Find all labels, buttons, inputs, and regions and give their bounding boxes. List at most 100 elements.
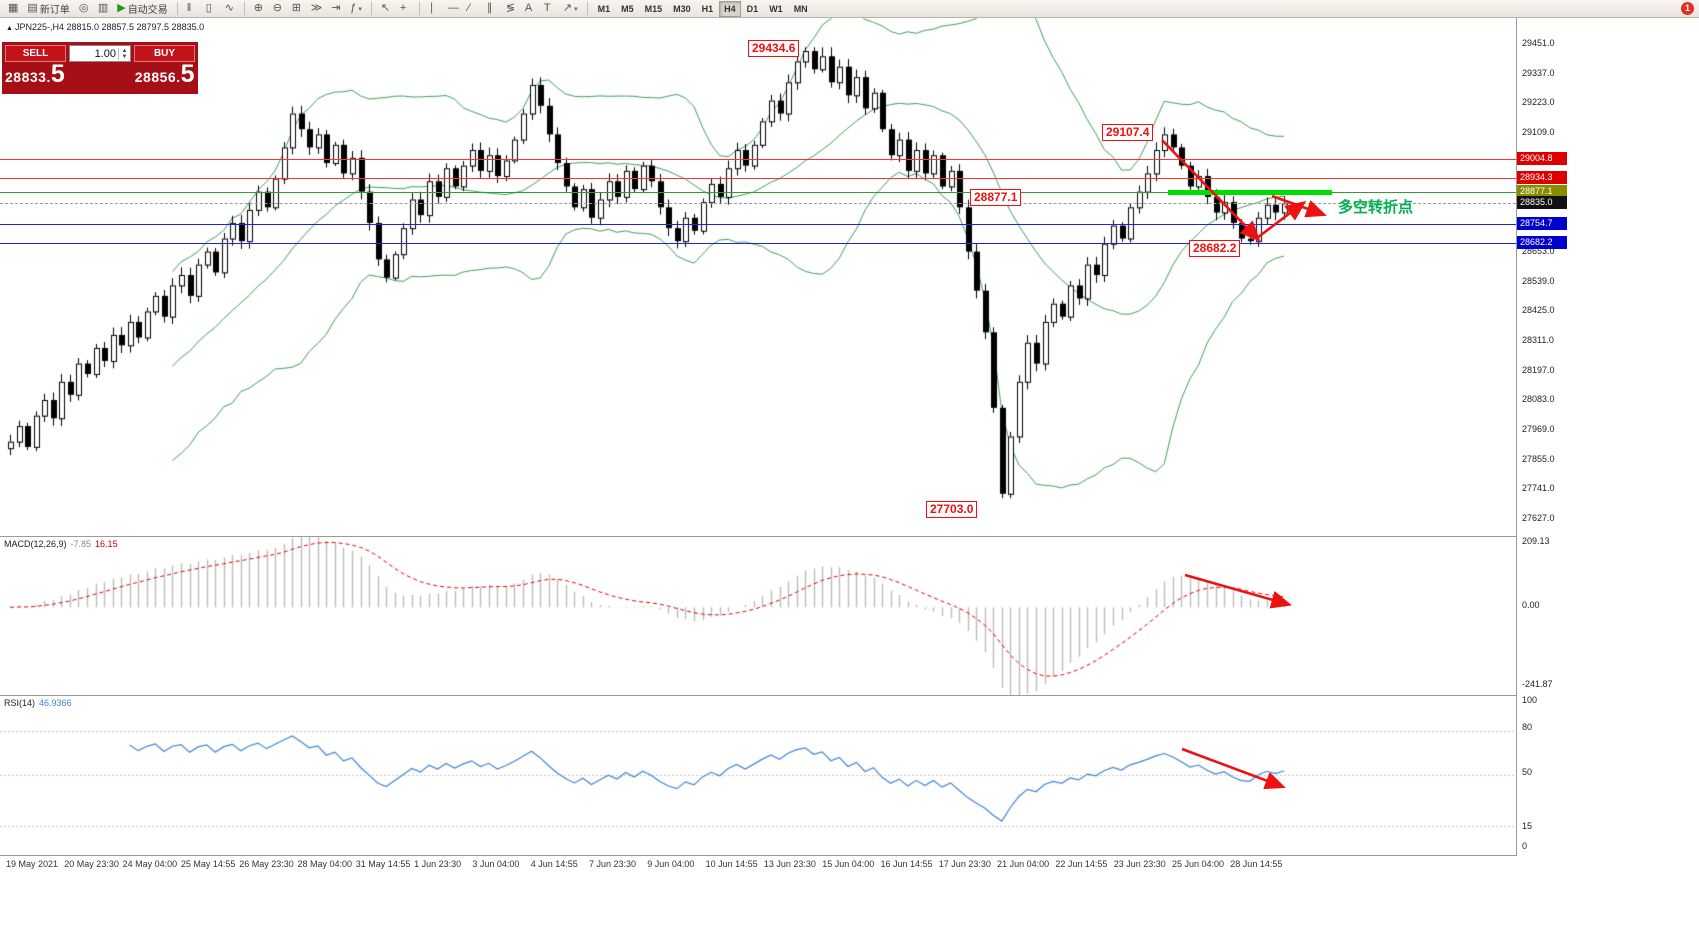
symbol-ohlc-text: JPN225-,H4 28815.0 28857.5 28797.5 28835… [14, 22, 205, 32]
level-line-28682.2[interactable] [0, 243, 1516, 244]
time-label: 13 Jun 23:30 [763, 859, 816, 869]
price-tick: 27855.0 [1522, 453, 1555, 464]
vertical-line-button[interactable]: ∣ [425, 1, 443, 17]
volume-spinner[interactable]: ▲ ▼ [118, 47, 130, 60]
compass-button-icon: ◎ [78, 2, 89, 14]
timeframe-d1[interactable]: D1 [742, 1, 764, 17]
macd-canvas[interactable] [0, 537, 1516, 695]
trendline-button[interactable]: ∕ [464, 1, 482, 17]
bar-chart-button[interactable]: ‖ [183, 1, 201, 17]
turning-point-annotation[interactable]: 多空转折点 [1338, 199, 1414, 216]
macd-panel[interactable]: MACD(12,26,9) -7.85 16.15 [0, 537, 1516, 695]
time-label: 25 Jun 04:00 [1172, 859, 1225, 869]
rsi-scale-label: 50 [1522, 767, 1533, 777]
level-line-28835[interactable] [0, 203, 1516, 204]
new-order-button[interactable]: ▤ 新订单 [23, 1, 73, 17]
volume-up-icon[interactable]: ▲ [121, 47, 128, 54]
price-callout: 28682.2 [1189, 240, 1241, 257]
sell-button[interactable]: SELL [5, 45, 66, 62]
volume-value[interactable]: 1.00 [94, 47, 116, 60]
channel-button-icon: ∥ [486, 2, 493, 14]
timeframe-mn-label: MN [793, 3, 808, 14]
zoom-in-button-icon: ⊕ [253, 2, 263, 14]
compass-button[interactable]: ◎ [75, 1, 93, 17]
zoom-out-button-icon: ⊖ [272, 2, 282, 14]
chart-shift-button-icon: ⇥ [331, 2, 341, 14]
level-line-28877.1[interactable] [0, 192, 1516, 193]
tile-windows-button[interactable]: ⊞ [288, 1, 306, 17]
rsi-panel[interactable]: RSI(14) 46.9366 [0, 696, 1516, 855]
text-button[interactable]: A [521, 1, 539, 17]
time-label: 19 May 2021 [6, 859, 59, 869]
level-line-28934.3[interactable] [0, 178, 1516, 179]
crosshair-button[interactable]: + [396, 1, 414, 17]
timeframe-m5[interactable]: M5 [616, 1, 639, 17]
cursor-button[interactable]: ↖ [377, 1, 395, 17]
channel-button[interactable]: ∥ [483, 1, 501, 17]
time-label: 9 Jun 04:00 [647, 859, 695, 869]
indicators-button[interactable]: ƒ ▾ [346, 1, 366, 17]
time-label: 16 Jun 14:55 [880, 859, 933, 869]
time-label: 7 Jun 23:30 [589, 859, 637, 869]
sell-price[interactable]: 28833.5 [5, 60, 66, 88]
level-line-28754.7[interactable] [0, 224, 1516, 225]
turning-point-segment[interactable] [1168, 190, 1332, 195]
time-label: 20 May 23:30 [64, 859, 119, 869]
timeframe-m15[interactable]: M15 [640, 1, 668, 17]
arrows-button-icon: ↗ [562, 2, 573, 14]
profiles-button[interactable]: ▥ [94, 1, 112, 17]
price-tick: 29451.0 [1522, 38, 1555, 48]
timeframe-h1[interactable]: H1 [697, 1, 719, 17]
timeframe-w1-label: W1 [769, 3, 783, 14]
macd-scale-label: 209.13 [1522, 536, 1550, 546]
zoom-out-button[interactable]: ⊖ [269, 1, 287, 17]
toolbar: ▦ ▤ 新订单 ◎ ▥ ▶ 自动交易 ‖ ▯ ∿ ⊕ ⊖ ⊞ ≫ ⇥ ƒ ▾ ↖ + ∣ ― ∕ ∥ ≶ A T ↗ ▾ M1 M5 M15… [0, 0, 1699, 18]
auto-trading-button-icon: ▶ [117, 2, 126, 14]
label-button-icon: T [543, 2, 551, 14]
trendline-button-icon: ∕ [467, 2, 470, 14]
timeframe-mn[interactable]: MN [789, 1, 813, 17]
buy-button[interactable]: BUY [134, 45, 195, 62]
label-button[interactable]: T [540, 1, 558, 17]
volume-input[interactable]: 1.00 ▲ ▼ [69, 45, 131, 62]
price-tick: 29223.0 [1522, 97, 1555, 108]
notification-icon[interactable]: 1 [1681, 2, 1694, 15]
level-line-29004.8[interactable] [0, 159, 1516, 160]
candlestick-canvas[interactable] [0, 18, 1516, 536]
time-label: 1 Jun 23:30 [414, 859, 462, 869]
arrows-button[interactable]: ↗ ▾ [559, 1, 582, 17]
timeframe-d1-label: D1 [746, 3, 759, 14]
timeframe-h4[interactable]: H4 [719, 0, 741, 17]
charts-grid-button-icon: ▦ [8, 2, 19, 14]
rsi-canvas[interactable] [0, 696, 1516, 855]
zoom-in-button[interactable]: ⊕ [250, 1, 268, 17]
auto-scroll-button[interactable]: ≫ [307, 1, 327, 17]
time-label: 23 Jun 23:30 [1113, 859, 1166, 869]
panel-separator[interactable] [0, 536, 1699, 537]
bar-chart-button-icon: ‖ [186, 2, 192, 14]
panel-separator[interactable] [0, 695, 1699, 696]
time-label: 25 May 14:55 [180, 859, 236, 869]
timeframe-m1[interactable]: M1 [593, 1, 616, 17]
line-chart-button[interactable]: ∿ [221, 1, 239, 17]
scale-separator [1516, 18, 1517, 856]
charts-grid-button[interactable]: ▦ [4, 1, 22, 17]
timeframe-w1[interactable]: W1 [764, 1, 788, 17]
price-tick: 28083.0 [1522, 394, 1555, 405]
main-chart-panel[interactable]: ▲ JPN225-,H4 28815.0 28857.5 28797.5 2883… [0, 18, 1516, 536]
timeframe-m5-label: M5 [621, 3, 634, 14]
chart-shift-button[interactable]: ⇥ [327, 1, 345, 17]
horizontal-line-button[interactable]: ― [444, 1, 463, 17]
rsi-scale-label: 100 [1522, 695, 1538, 705]
time-label: 22 Jun 14:55 [1055, 859, 1108, 869]
volume-down-icon[interactable]: ▼ [121, 53, 128, 60]
buy-price[interactable]: 28856.5 [134, 60, 195, 88]
fibonacci-button[interactable]: ≶ [502, 1, 520, 17]
candlestick-chart-button[interactable]: ▯ [202, 1, 220, 17]
price-tick: 29337.0 [1522, 67, 1555, 78]
price-callout: 29434.6 [748, 40, 800, 57]
one-click-trading-panel: SELL 1.00 ▲ ▼ BUY 28833.5 28856.5 [2, 42, 198, 94]
auto-trading-button[interactable]: ▶ 自动交易 [113, 1, 171, 17]
timeframe-m30[interactable]: M30 [668, 1, 696, 17]
